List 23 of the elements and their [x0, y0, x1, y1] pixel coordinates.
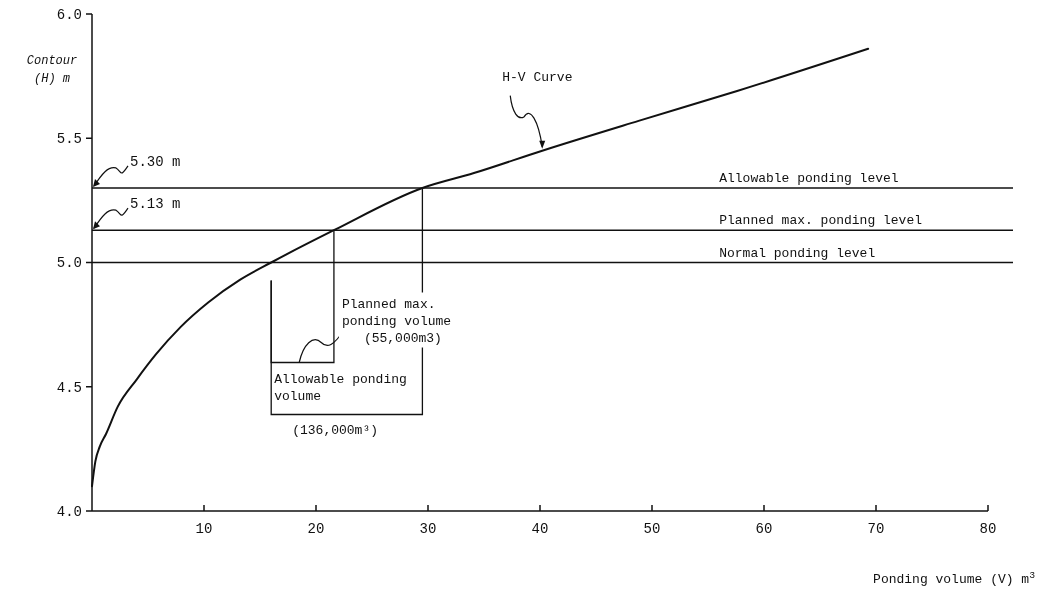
y-tick-label: 4.0: [56, 503, 82, 520]
ref-line-label: Allowable ponding level: [719, 170, 899, 186]
annotation: 5.30 m: [130, 153, 181, 170]
y-tick-label: 4.5: [56, 379, 82, 396]
y-tick-label: 5.0: [56, 255, 82, 272]
x-tick-label: 60: [755, 521, 773, 537]
y-tick-label: 6.0: [56, 6, 82, 23]
y-axis-title: Contour (H) m: [26, 54, 78, 86]
y-tick-label: 5.5: [56, 131, 82, 148]
text: Allowable ponding volume (136,000m³): [274, 371, 407, 438]
x-tick-label: 40: [531, 521, 549, 537]
x-tick-label: 50: [643, 521, 661, 537]
x-axis-title: Ponding volume (V) m$^{3}$: [873, 569, 1036, 587]
annotation: Planned max. ponding volume (55,000m3): [341, 296, 452, 346]
x-tick-label: 70: [867, 521, 885, 537]
ref-line-label: Normal ponding level: [719, 245, 876, 261]
ref-line-label: Planned max. ponding level: [719, 213, 923, 229]
x-tick-label: 30: [419, 521, 437, 537]
annotation: H-V Curve: [502, 69, 573, 85]
x-tick-label: 20: [307, 521, 325, 537]
x-tick-label: 80: [979, 521, 997, 537]
x-tick-label: 10: [195, 521, 213, 537]
annotation: 5.13 m: [130, 196, 181, 213]
